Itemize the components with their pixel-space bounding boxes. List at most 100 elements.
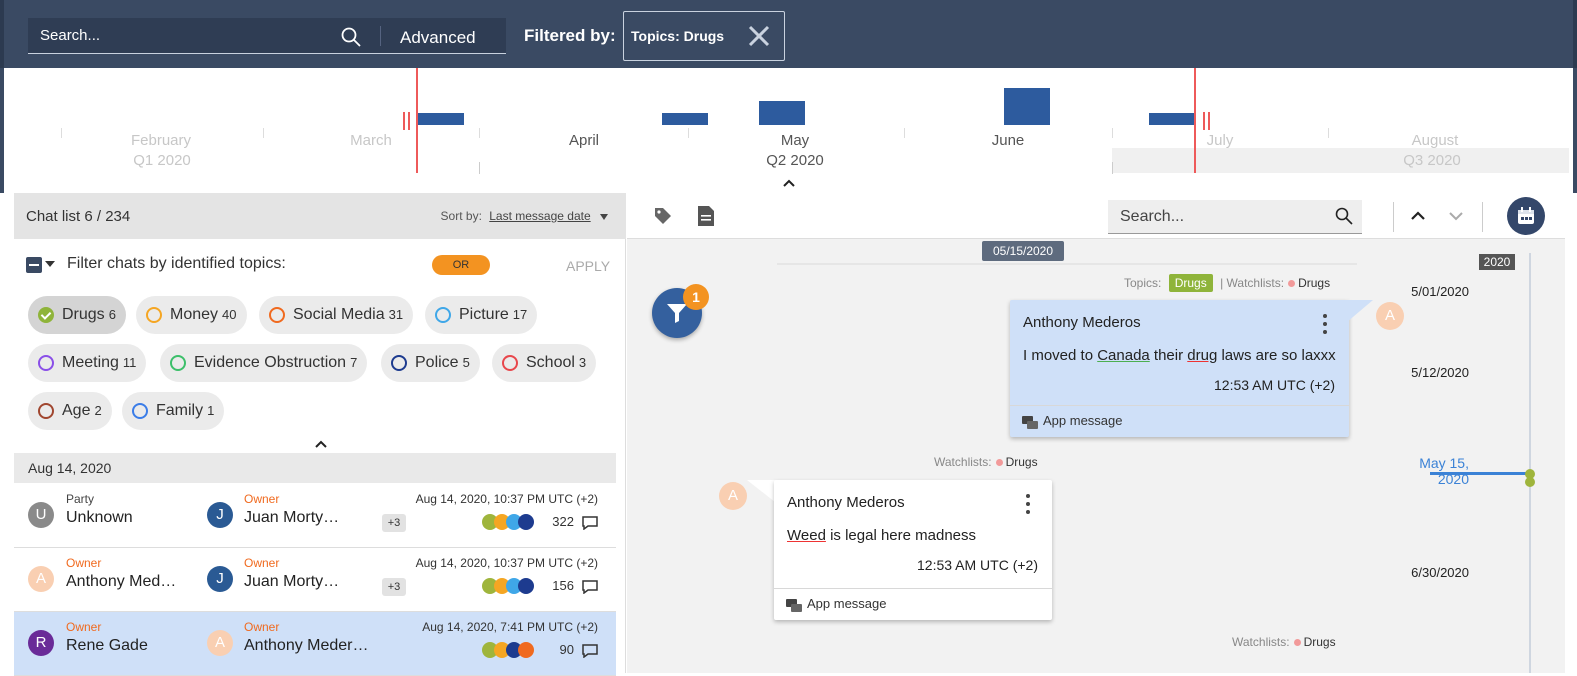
chevron-up-icon[interactable] (1409, 207, 1427, 225)
month-label: July (1206, 132, 1234, 149)
message-meta: Topics: Drugs | Watchlists: Drugs (1124, 274, 1330, 292)
timeline-bar[interactable] (662, 113, 708, 125)
topic-chip-meeting[interactable]: Meeting 11 (28, 344, 147, 382)
topic-dot-icon (38, 355, 54, 371)
chevron-down-icon[interactable] (600, 214, 608, 220)
range-start-line[interactable] (416, 68, 418, 173)
topic-name: Age (62, 402, 91, 419)
chat-row[interactable]: U Party Unknown J Owner Juan Morty… +3 Aug 14, … (14, 484, 616, 548)
topic-chip-police[interactable]: Police 5 (381, 344, 480, 382)
search-input[interactable] (40, 25, 340, 45)
topic-dot-icon (38, 403, 54, 419)
range-start-handle[interactable] (403, 112, 410, 130)
topic-badge[interactable]: Drugs (1168, 274, 1213, 292)
chat-timestamp: Aug 14, 2020, 7:41 PM UTC (+2) (422, 620, 598, 634)
more-options-icon[interactable] (1323, 314, 1327, 334)
sort-value[interactable]: Last message date (489, 209, 591, 223)
timeline-bar[interactable] (759, 101, 805, 125)
timeline-tick (61, 128, 62, 138)
timeline-date[interactable]: 6/30/2020 (1411, 565, 1469, 580)
avatar: R (28, 630, 54, 656)
conversation-timeline[interactable] (1529, 253, 1531, 673)
tag-icon[interactable] (653, 206, 673, 226)
watchlist-value: Drugs (1005, 455, 1038, 469)
collapse-timeline-icon[interactable] (783, 179, 795, 187)
topic-chip-age[interactable]: Age 2 (28, 392, 112, 430)
document-icon[interactable] (697, 205, 715, 227)
divider (380, 26, 381, 46)
chevron-down-icon[interactable] (45, 261, 55, 267)
timeline-marker[interactable] (1525, 469, 1535, 479)
conversation-search-input[interactable] (1120, 207, 1320, 227)
conversation-panel: 05/15/2020 Topics: Drugs | Watchlists: Dr… (627, 193, 1565, 673)
more-participants-badge[interactable]: +3 (382, 578, 406, 596)
topics-label: Topics: (1124, 276, 1162, 290)
calendar-button[interactable] (1507, 197, 1545, 235)
search-icon[interactable] (1334, 206, 1354, 226)
range-end-line[interactable] (1194, 68, 1196, 173)
topic-count: 2 (94, 403, 102, 418)
month-label: May (780, 132, 810, 149)
topic-chip-evidence-obstruction[interactable]: Evidence Obstruction 7 (160, 344, 368, 382)
watchlists-label: | Watchlists: (1220, 276, 1285, 290)
topic-name: Evidence Obstruction (194, 354, 347, 371)
message-source: App message (1043, 413, 1123, 428)
timeline-marker[interactable] (1525, 477, 1535, 487)
search-icon[interactable] (340, 26, 362, 48)
chevron-down-icon[interactable] (1447, 207, 1465, 225)
topic-count: 11 (122, 355, 137, 370)
timeline-current-date[interactable]: May 15, 2020 (1419, 455, 1469, 487)
message-bubble[interactable]: Anthony Mederos I moved to Canada their … (1010, 300, 1349, 437)
top-bar: Advanced Filtered by: Topics: Drugs (0, 0, 1577, 68)
quarter-label: Q3 2020 (1403, 152, 1461, 169)
timeline-bar[interactable] (418, 113, 464, 125)
timeline-bar[interactable] (1149, 113, 1195, 125)
participant-role: Owner (66, 620, 102, 634)
quarter-label: Q1 2020 (133, 152, 191, 169)
timeline-bar[interactable] (1004, 88, 1050, 125)
timeline-tick (263, 128, 264, 138)
topic-chip-picture[interactable]: Picture 17 (425, 296, 538, 334)
message-footer: App message (774, 588, 1052, 620)
topic-count: 7 (350, 355, 358, 370)
message-bubble[interactable]: Anthony Mederos Weed is legal here madne… (774, 480, 1052, 620)
participant-name: Anthony Med… (66, 573, 177, 590)
calendar-icon (1518, 207, 1534, 224)
more-options-icon[interactable] (1026, 494, 1030, 514)
timeline-tick (904, 128, 905, 138)
topic-chip-school[interactable]: School 3 (492, 344, 597, 382)
topic-count: 40 (222, 307, 237, 322)
filter-icon (667, 304, 687, 323)
participant-name: Anthony Meder… (244, 637, 369, 654)
topic-color-dot (518, 642, 534, 658)
message-count: 156 (552, 578, 574, 593)
topic-chip-family[interactable]: Family 1 (122, 392, 225, 430)
topic-chip-social-media[interactable]: Social Media 31 (259, 296, 414, 334)
timeline[interactable]: February March April May June July Augus… (0, 68, 1577, 193)
topic-count: 1 (207, 403, 215, 418)
app-message-icon (1022, 416, 1038, 429)
advanced-search-button[interactable]: Advanced (400, 28, 476, 47)
chat-row[interactable]: A Owner Anthony Med… J Owner Juan Morty… +3 Aug… (14, 548, 616, 612)
participant-name: Unknown (66, 509, 133, 526)
topic-name: Drugs (62, 306, 105, 323)
sort-control[interactable]: Sort by: Last message date (441, 209, 608, 223)
range-end-handle[interactable] (1203, 112, 1210, 130)
topic-dot-icon (502, 355, 518, 371)
chat-bubble-icon (582, 580, 598, 594)
timeline-date[interactable]: 5/12/2020 (1411, 365, 1469, 380)
watchlist-value: Drugs (1303, 635, 1336, 649)
timeline-date[interactable]: 5/01/2020 (1411, 284, 1469, 299)
month-label: June (991, 132, 1025, 149)
select-all-checkbox[interactable] (26, 257, 42, 273)
or-toggle[interactable]: OR (432, 255, 490, 275)
message-time: 12:53 AM UTC (+2) (1214, 377, 1335, 393)
chat-row[interactable]: R Owner Rene Gade A Owner Anthony Meder… Aug 1… (14, 612, 616, 676)
close-icon[interactable] (745, 22, 773, 50)
topic-chip-drugs[interactable]: Drugs 6 (28, 296, 126, 334)
month-label: August (1411, 132, 1459, 149)
more-participants-badge[interactable]: +3 (382, 514, 406, 532)
apply-button[interactable]: APPLY (566, 258, 611, 274)
collapse-topics-icon[interactable] (315, 440, 327, 448)
topic-chip-money[interactable]: Money 40 (136, 296, 247, 334)
